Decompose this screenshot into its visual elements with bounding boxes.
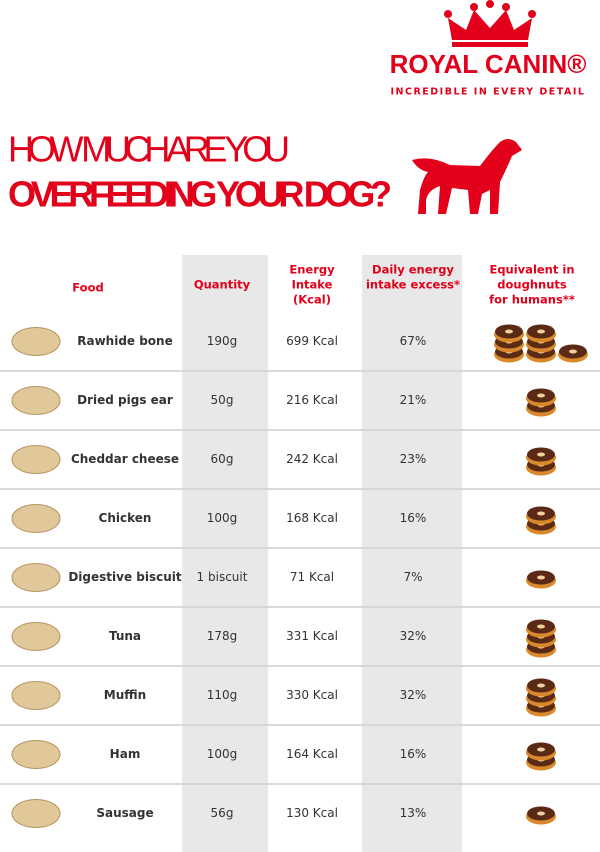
quantity: 60g — [211, 452, 234, 466]
quantity: 50g — [211, 393, 234, 407]
excess: 32% — [400, 629, 427, 643]
energy: 330 Kcal — [286, 688, 338, 702]
doughnut-hole — [537, 393, 545, 398]
doughnut-hole — [537, 511, 545, 516]
food-image — [11, 445, 61, 474]
column-header: Energy — [289, 263, 335, 277]
logo-crown — [444, 0, 536, 47]
doughnut-hole — [537, 811, 545, 816]
excess: 23% — [400, 452, 427, 466]
food-name: Rawhide bone — [77, 334, 173, 348]
energy: 216 Kcal — [286, 393, 338, 407]
doughnut-hole — [537, 575, 545, 580]
food-image — [11, 622, 61, 651]
excess: 67% — [400, 334, 427, 348]
energy: 71 Kcal — [290, 570, 334, 584]
column-header: doughnuts — [497, 278, 567, 292]
quantity: 100g — [207, 511, 238, 525]
doughnut-group — [494, 324, 588, 363]
quantity: 56g — [211, 806, 234, 820]
column-shade — [362, 255, 462, 852]
tagline: INCREDIBLE IN EVERY DETAIL — [391, 87, 586, 98]
food-name: Muffin — [104, 688, 146, 702]
doughnut-hole — [505, 329, 513, 334]
column-header: intake excess* — [366, 278, 460, 292]
doughnut-hole — [537, 683, 545, 688]
quantity: 110g — [207, 688, 238, 702]
energy: 331 Kcal — [286, 629, 338, 643]
energy: 168 Kcal — [286, 511, 338, 525]
dog-silhouette — [412, 139, 522, 214]
doughnut-group — [526, 742, 556, 771]
energy: 242 Kcal — [286, 452, 338, 466]
food-image — [11, 563, 61, 592]
column-header: Quantity — [194, 278, 251, 292]
doughnut-group — [526, 447, 556, 476]
food-image — [11, 327, 61, 356]
food-name: Dried pigs ear — [77, 393, 173, 407]
doughnut-group — [526, 806, 556, 825]
food-name: Digestive biscuit — [68, 570, 182, 584]
food-name: Tuna — [109, 629, 141, 643]
doughnut-hole — [537, 747, 545, 752]
column-header: Intake — [292, 278, 333, 292]
energy: 699 Kcal — [286, 334, 338, 348]
food-name: Chicken — [99, 511, 152, 525]
excess: 21% — [400, 393, 427, 407]
doughnut-group — [526, 678, 556, 717]
energy: 130 Kcal — [286, 806, 338, 820]
quantity: 178g — [207, 629, 238, 643]
doughnut-group — [526, 388, 556, 417]
excess: 32% — [400, 688, 427, 702]
column-header: for humans** — [489, 293, 575, 307]
energy: 164 Kcal — [286, 747, 338, 761]
excess: 13% — [400, 806, 427, 820]
quantity: 100g — [207, 747, 238, 761]
brand: ROYAL CANIN® — [390, 49, 587, 79]
quantity: 190g — [207, 334, 238, 348]
doughnut-hole — [537, 452, 545, 457]
doughnut-group — [526, 506, 556, 535]
doughnut-group — [526, 570, 556, 589]
food-name: Sausage — [96, 806, 153, 820]
doughnut-group — [526, 619, 556, 658]
food-name: Cheddar cheese — [71, 452, 179, 466]
column-shade — [182, 255, 268, 852]
food-image — [11, 740, 61, 769]
excess: 16% — [400, 511, 427, 525]
doughnut-hole — [569, 349, 577, 354]
column-header: Food — [72, 281, 103, 295]
excess: 16% — [400, 747, 427, 761]
title-line: OVERFEEDING YOUR DOG? — [8, 174, 392, 215]
column-header: Daily energy — [372, 263, 454, 277]
doughnut-hole — [537, 329, 545, 334]
column-header: (Kcal) — [293, 293, 331, 307]
food-image — [11, 681, 61, 710]
excess: 7% — [403, 570, 422, 584]
column-header: Equivalent in — [489, 263, 574, 277]
food-name: Ham — [110, 747, 141, 761]
doughnut-hole — [537, 624, 545, 629]
food-image — [11, 504, 61, 533]
food-image — [11, 386, 61, 415]
food-image — [11, 799, 61, 828]
quantity: 1 biscuit — [197, 570, 248, 584]
title-line: HOW MUCH ARE YOU — [8, 129, 290, 170]
